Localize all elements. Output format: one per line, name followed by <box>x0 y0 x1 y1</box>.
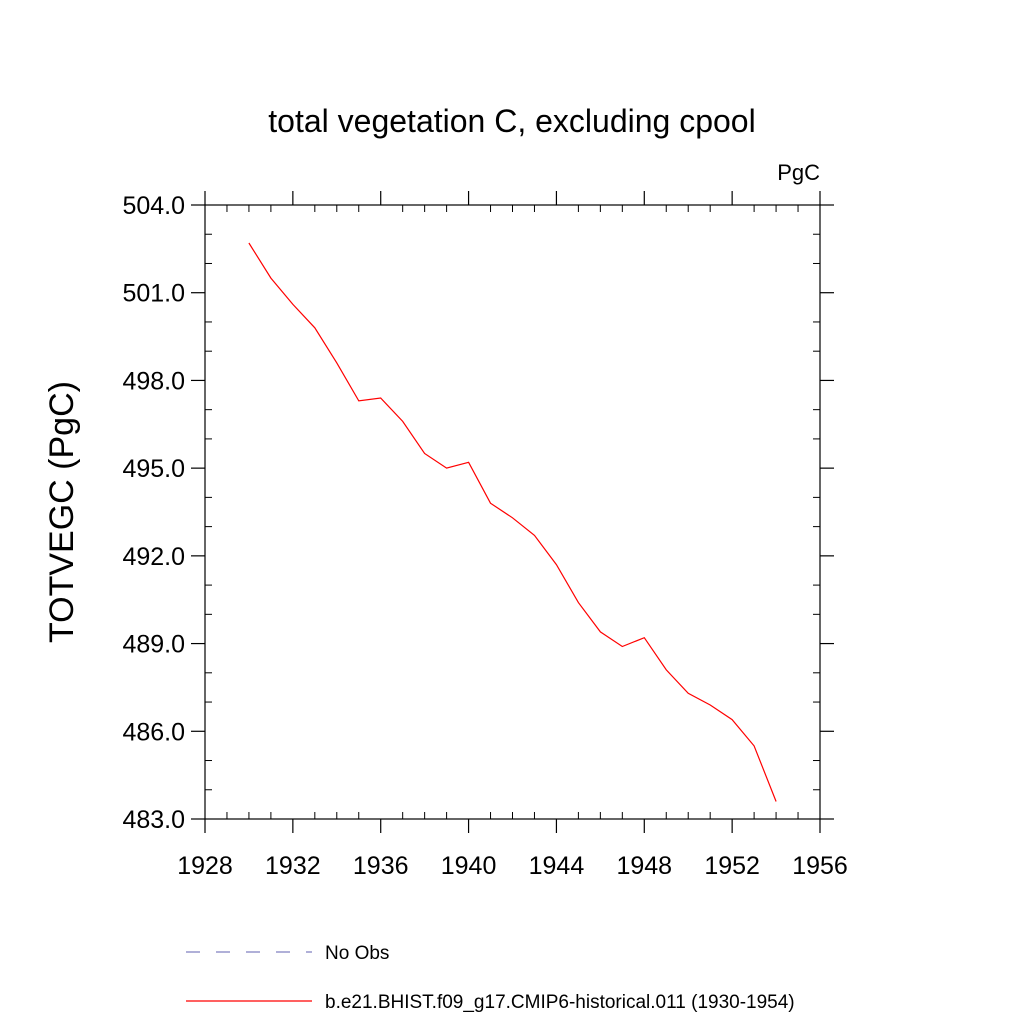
y-tick-label: 486.0 <box>122 718 185 746</box>
legend-label: No Obs <box>325 943 389 964</box>
x-tick-label: 1928 <box>177 852 233 880</box>
series-layer <box>248 242 777 802</box>
y-tick-label: 492.0 <box>122 543 185 571</box>
axis-tick-labels: 1928 1932 1936 1940 1944 1948 1952 1956 483.0 486… <box>122 192 847 880</box>
y-axis-label: TOTVEGC (PgC) <box>43 381 81 643</box>
plot-frame <box>204 204 821 820</box>
x-tick-label: 1944 <box>529 852 585 880</box>
x-tick-label: 1932 <box>265 852 321 880</box>
units-label: PgC <box>777 160 820 185</box>
y-tick-label: 495.0 <box>122 455 185 483</box>
axis-ticks <box>191 191 834 833</box>
series-line <box>248 242 777 802</box>
chart-title: total vegetation C, excluding cpool <box>268 103 755 139</box>
y-tick-label: 489.0 <box>122 631 185 659</box>
y-tick-label: 501.0 <box>122 280 185 308</box>
x-tick-label: 1936 <box>353 852 409 880</box>
x-tick-label: 1940 <box>441 852 497 880</box>
y-tick-label: 504.0 <box>122 192 185 220</box>
legend: No Obs b.e21.BHIST.f09_g17.CMIP6-historic… <box>186 943 795 1013</box>
y-tick-label: 498.0 <box>122 367 185 395</box>
x-tick-label: 1948 <box>616 852 672 880</box>
x-tick-label: 1956 <box>792 852 848 880</box>
y-tick-label: 483.0 <box>122 806 185 834</box>
x-tick-label: 1952 <box>704 852 760 880</box>
legend-label: b.e21.BHIST.f09_g17.CMIP6-historical.011… <box>325 992 795 1013</box>
